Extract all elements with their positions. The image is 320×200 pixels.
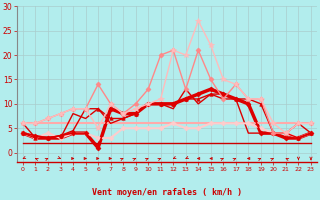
X-axis label: Vent moyen/en rafales ( km/h ): Vent moyen/en rafales ( km/h ) <box>92 188 242 197</box>
